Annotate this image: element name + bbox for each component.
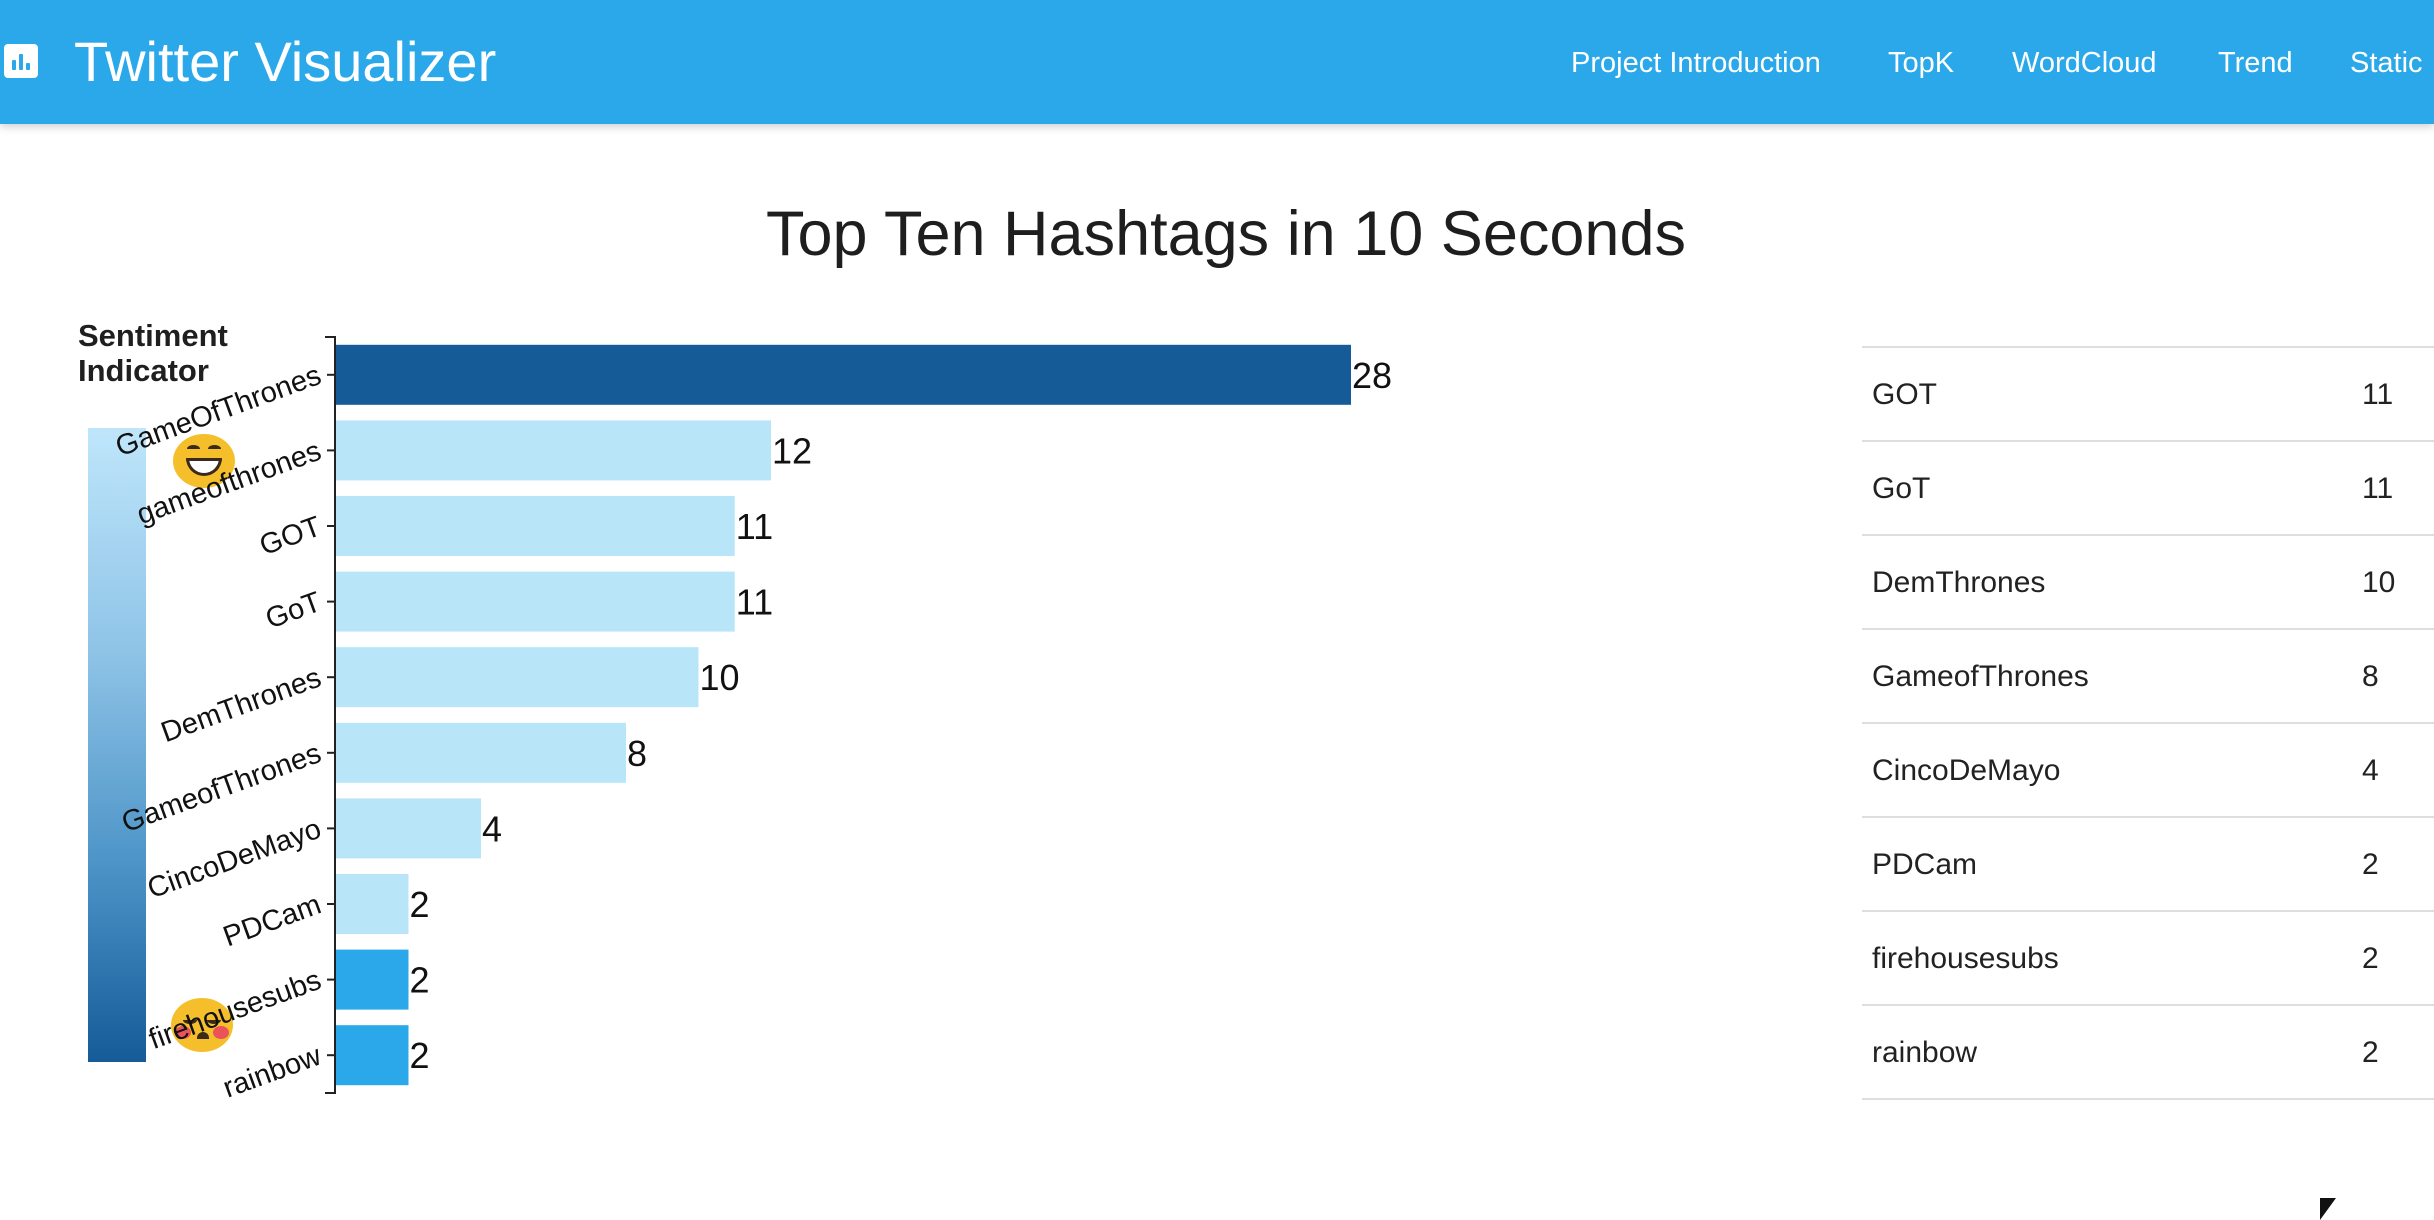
bar-value-label: 11 — [736, 506, 773, 547]
table-hashtag-cell: PDCam — [1872, 848, 1978, 881]
table-count-cell: 4 — [2362, 754, 2379, 787]
sentiment-gradient-bar — [88, 428, 146, 1062]
y-tick-label: firehousesubs — [145, 964, 326, 1056]
bar-value-label: 2 — [410, 1035, 430, 1076]
page-title: Top Ten Hashtags in 10 Seconds — [766, 199, 1686, 269]
bar-value-label: 2 — [410, 884, 430, 925]
sad-face-icon — [171, 998, 233, 1052]
bar-value-label: 11 — [736, 582, 773, 623]
table-row: rainbow 2 — [1862, 1006, 2434, 1100]
bar-PDCam — [336, 874, 409, 934]
bar-GameofThrones — [336, 722, 626, 783]
nav-topk[interactable]: TopK — [1888, 47, 1955, 79]
table-count-cell: 10 — [2362, 566, 2396, 599]
table-hashtag-cell: rainbow — [1872, 1036, 1978, 1069]
happy-face-icon — [173, 434, 235, 488]
nav-trend[interactable]: Trend — [2218, 47, 2293, 79]
table-hashtag-cell: firehousesubs — [1872, 942, 2059, 975]
y-tick-label: GOT — [255, 510, 325, 562]
table-hashtag-cell: GOT — [1872, 378, 1937, 411]
bar-rainbow — [336, 1025, 409, 1086]
app-header: Twitter Visualizer Project Introduction … — [0, 0, 2434, 124]
table-count-cell: 11 — [2362, 378, 2394, 411]
bar-GoT — [336, 571, 735, 632]
table-row: DemThrones 10 — [1862, 536, 2434, 630]
y-tick-label: GoT — [261, 586, 325, 635]
y-tick-label: PDCam — [219, 889, 325, 954]
table-count-cell: 8 — [2362, 660, 2379, 693]
bar-value-label: 8 — [627, 733, 647, 774]
table-row: CincoDeMayo 4 — [1862, 724, 2434, 818]
table-hashtag-cell: DemThrones — [1872, 566, 2046, 599]
nav-project-introduction[interactable]: Project Introduction — [1571, 47, 1821, 79]
table-count-cell: 2 — [2362, 848, 2379, 881]
table-row: PDCam 2 — [1862, 818, 2434, 912]
bar-gameofthrones — [336, 420, 771, 481]
table-hashtag-cell: CincoDeMayo — [1872, 754, 2061, 787]
bar-firehousesubs — [336, 949, 409, 1010]
table-count-cell: 2 — [2362, 1036, 2379, 1069]
bar-CincoDeMayo — [336, 798, 481, 859]
bar-value-label: 2 — [410, 960, 430, 1001]
table-row: GameofThrones 8 — [1862, 630, 2434, 724]
bar-DemThrones — [336, 647, 699, 708]
table-row: firehousesubs 2 — [1862, 912, 2434, 1006]
table-hashtag-cell: GameofThrones — [1872, 660, 2089, 693]
table-hashtag-cell: GoT — [1872, 472, 1931, 505]
table-row: GoT 11 — [1862, 442, 2434, 536]
nav-static[interactable]: Static — [2350, 47, 2423, 79]
nav-wordcloud[interactable]: WordCloud — [2012, 47, 2157, 79]
y-tick-label: CincoDeMayo — [143, 813, 325, 905]
sentiment-indicator-label: Sentiment Indicator — [78, 318, 228, 388]
bar-GOT — [336, 496, 735, 556]
bar-value-label: 28 — [1352, 355, 1392, 396]
mouse-cursor — [2320, 1198, 2336, 1220]
bar-value-label: 4 — [482, 808, 502, 849]
y-tick-label: rainbow — [219, 1039, 326, 1104]
app-title: Twitter Visualizer — [74, 30, 497, 93]
y-tick-label: DemThrones — [157, 662, 325, 749]
bar-value-label: 10 — [700, 657, 740, 698]
table-row: GOT 11 — [1862, 348, 2434, 442]
table-count-cell: 2 — [2362, 942, 2379, 975]
bar-value-label: 12 — [772, 430, 812, 471]
bar-GameOfThrones — [336, 344, 1351, 405]
table-count-cell: 11 — [2362, 472, 2394, 505]
hashtag-count-table: GOT 11 GoT 11 DemThrones 10 GameofThrones 8 Cinc… — [1862, 346, 2434, 1100]
y-axis-line — [325, 336, 336, 1094]
bar-chart-icon — [4, 44, 38, 78]
sentiment-indicator-title: Sentiment Indicator — [78, 318, 248, 388]
